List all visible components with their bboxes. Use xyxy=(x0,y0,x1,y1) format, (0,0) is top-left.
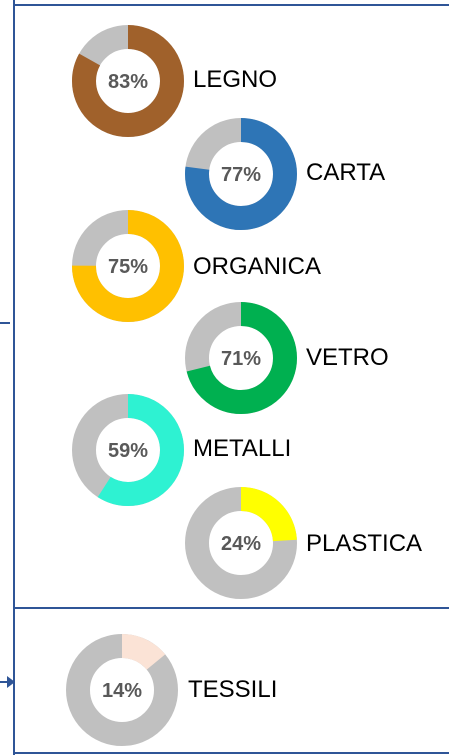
category-label-metalli: METALLI xyxy=(193,435,292,462)
donut-charts: 83% 77% 75% 71% 59% 24% 14% xyxy=(66,25,297,746)
percent-label-tessili: 14% xyxy=(102,680,142,702)
donut-slice-legno xyxy=(72,25,184,137)
connector-arrow-icon xyxy=(7,676,15,688)
donut-slice-vetro xyxy=(185,302,297,414)
category-label-carta: CARTA xyxy=(306,159,386,186)
donut-slice-organica xyxy=(72,210,184,322)
donut-slice-tessili xyxy=(66,634,178,746)
donut-legno: 83% xyxy=(72,25,184,137)
donut-metalli: 59% xyxy=(72,394,184,506)
percent-label-carta: 77% xyxy=(221,164,261,186)
category-label-tessili: TESSILI xyxy=(188,676,278,703)
donut-carta: 77% xyxy=(185,118,297,230)
donut-slice-carta xyxy=(185,118,297,230)
percent-label-legno: 83% xyxy=(108,71,148,93)
percent-label-vetro: 71% xyxy=(221,348,261,370)
percent-label-plastica: 24% xyxy=(221,533,261,555)
donut-vetro: 71% xyxy=(185,302,297,414)
category-label-vetro: VETRO xyxy=(306,344,389,371)
donut-slice-plastica xyxy=(185,487,297,599)
category-label-legno: LEGNO xyxy=(193,66,278,93)
percent-label-organica: 75% xyxy=(108,256,148,278)
donut-slice-metalli xyxy=(72,394,184,506)
donut-tessili: 14% xyxy=(66,634,178,746)
category-label-plastica: PLASTICA xyxy=(306,530,423,557)
category-label-organica: ORGANICA xyxy=(193,253,322,280)
percent-label-metalli: 59% xyxy=(108,440,148,462)
donut-plastica: 24% xyxy=(185,487,297,599)
donut-organica: 75% xyxy=(72,210,184,322)
